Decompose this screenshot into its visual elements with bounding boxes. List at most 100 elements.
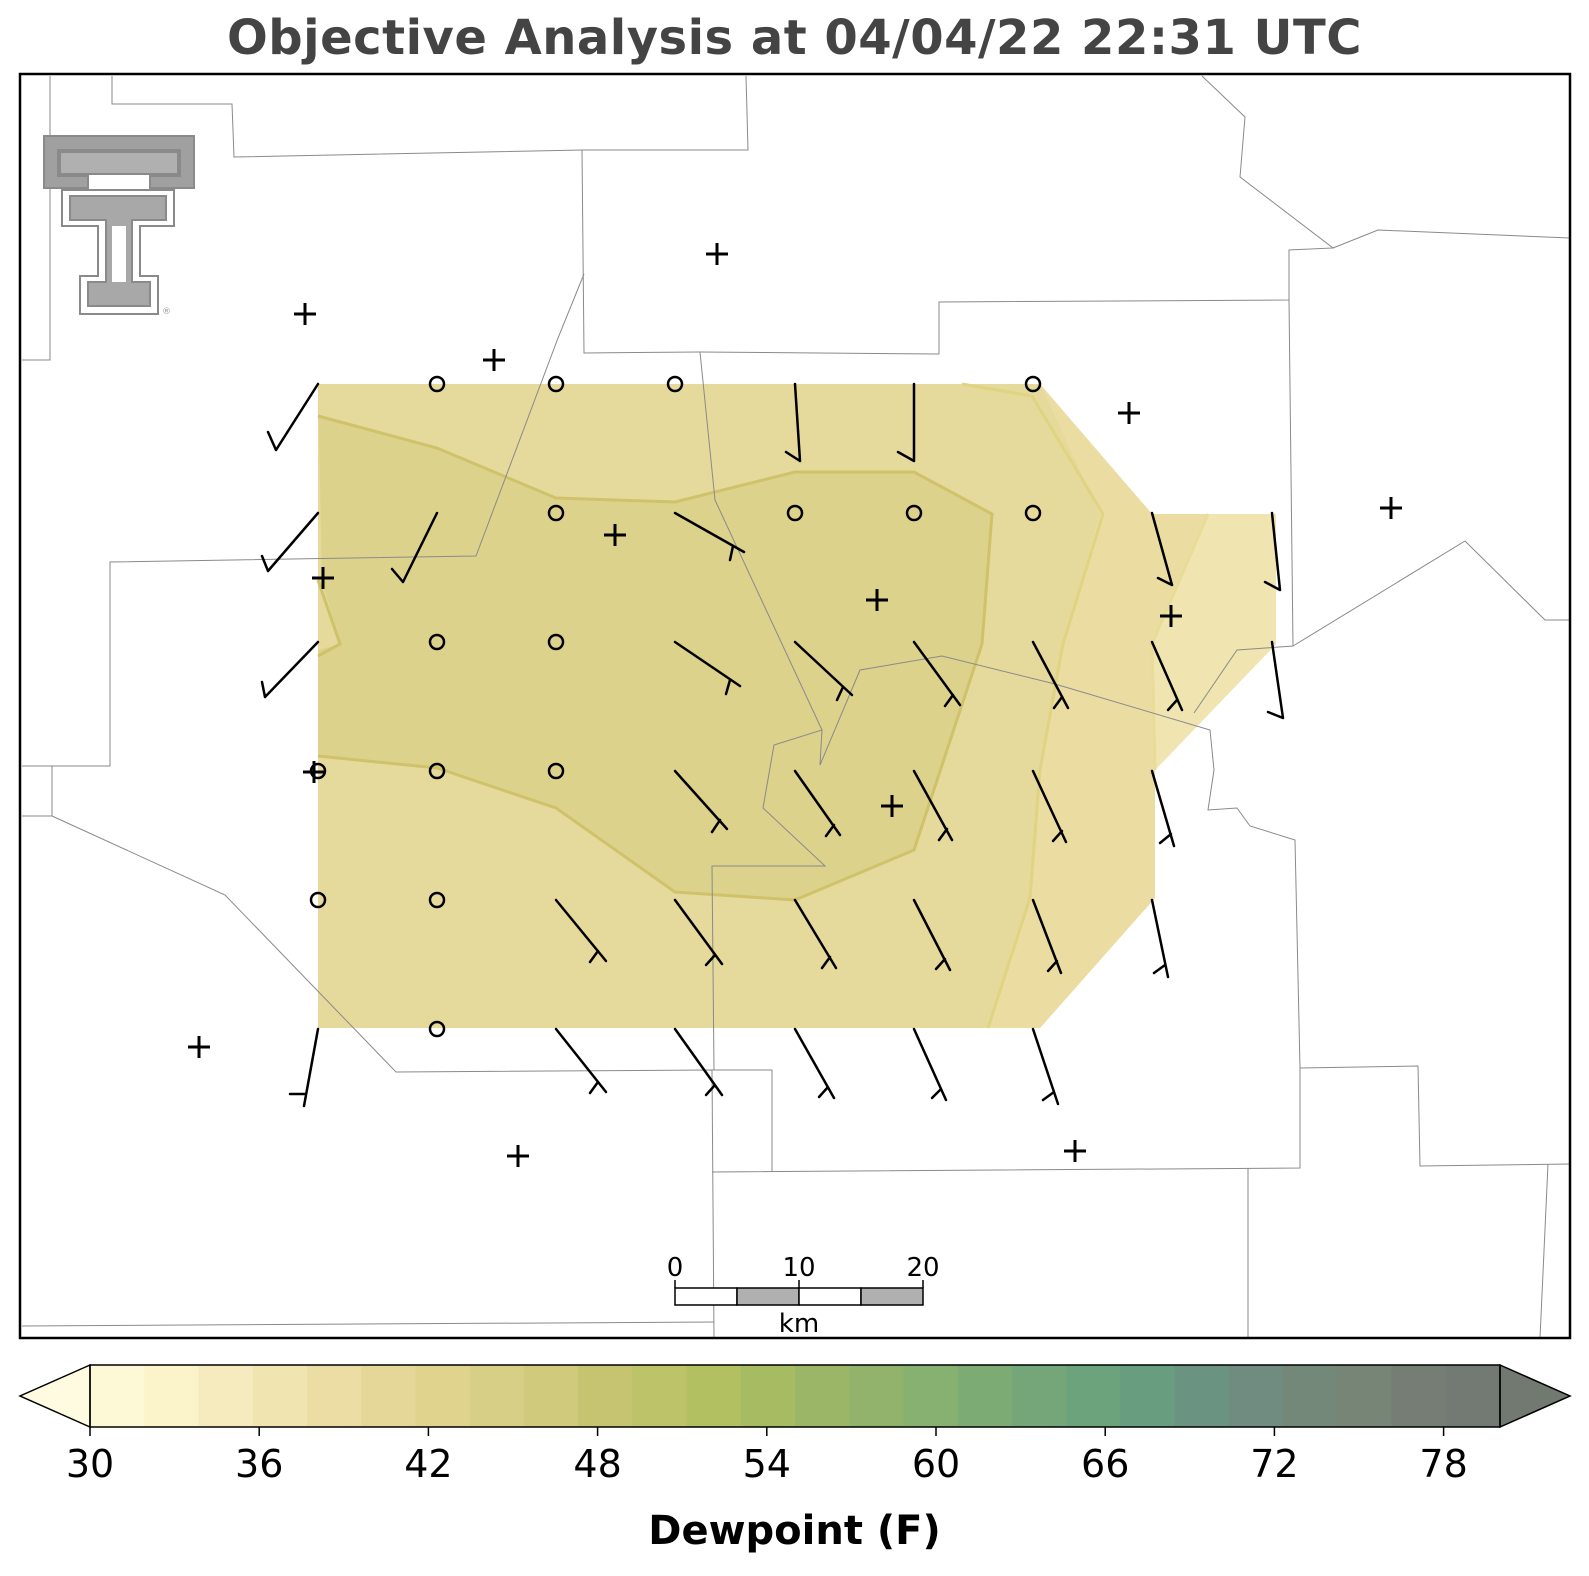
calm-circle	[547, 504, 565, 522]
colorbar-block	[849, 1365, 905, 1427]
wind-barb	[673, 898, 724, 967]
dewpoint-analysis	[316, 382, 1276, 1029]
colorbar-tick-label: 48	[573, 1442, 621, 1486]
calm-circle	[309, 762, 327, 780]
wind-barb	[1150, 898, 1170, 979]
colorbar-block	[957, 1365, 1013, 1427]
wind-barb	[673, 511, 746, 562]
wind-barb	[912, 640, 962, 708]
colorbar-block	[144, 1365, 200, 1427]
colorbar-tick-label: 42	[404, 1442, 452, 1486]
calm-markers	[309, 375, 1042, 1038]
dewpoint-fill-inner	[318, 384, 992, 900]
colorbar-block	[415, 1365, 471, 1427]
wind-barb	[673, 769, 729, 834]
calm-circle	[428, 762, 446, 780]
colorbar-block	[1174, 1365, 1230, 1427]
calm-circle	[786, 504, 804, 522]
station-plus	[1160, 605, 1182, 627]
colorbar-block	[1120, 1365, 1176, 1427]
colorbar-tick-label: 66	[1081, 1442, 1129, 1486]
station-markers	[188, 243, 1402, 1167]
wind-barb	[1031, 1027, 1060, 1106]
colorbar-tick-label: 60	[912, 1442, 960, 1486]
wind-barb	[1266, 640, 1285, 720]
wind-barb	[260, 640, 320, 699]
calm-circle	[666, 375, 684, 393]
wind-barb	[554, 898, 608, 964]
logo: ®	[43, 135, 195, 317]
calm-circle	[428, 891, 446, 909]
station-plus	[1064, 1140, 1086, 1162]
station-plus	[1380, 497, 1402, 519]
colorbar-tick-label: 54	[743, 1442, 791, 1486]
calm-circle	[309, 891, 327, 909]
wind-barb	[793, 640, 854, 702]
dewpoint-contour-42	[317, 414, 994, 902]
calm-circle	[547, 762, 565, 780]
station-plus	[881, 795, 903, 817]
wind-barb	[260, 511, 320, 573]
scale-label-0: 0	[667, 1253, 684, 1283]
colorbar-block	[1283, 1365, 1338, 1427]
station-plus	[706, 243, 728, 265]
map-border	[18, 72, 1572, 1340]
station-plus	[1118, 402, 1140, 424]
wind-barb	[673, 640, 742, 696]
colorbar-block	[1337, 1365, 1393, 1427]
dewpoint-fill-far-east	[1152, 514, 1276, 770]
colorbar-block	[1445, 1365, 1501, 1427]
logo-registered-mark: ®	[162, 307, 171, 317]
colorbar-block	[740, 1365, 796, 1427]
calm-circle	[905, 504, 923, 522]
map-title: Objective Analysis at 04/04/22 22:31 UTC	[227, 10, 1362, 66]
station-plus	[866, 589, 888, 611]
colorbar-tick-label: 30	[66, 1442, 114, 1486]
colorbar-tick-label: 72	[1250, 1442, 1298, 1486]
station-plus	[507, 1145, 529, 1167]
colorbar-block	[90, 1365, 145, 1427]
dewpoint-contour-42-west	[316, 579, 342, 658]
calm-circle	[547, 633, 565, 651]
colorbar-blocks	[90, 1365, 1501, 1427]
calm-circle	[1024, 375, 1042, 393]
station-plus	[188, 1036, 210, 1058]
colorbar-outline	[89, 1364, 1501, 1428]
wind-barb	[673, 1027, 724, 1097]
wind-barb	[1031, 640, 1070, 710]
scale-bar: 0 10 20 km	[667, 1253, 940, 1339]
colorbar-over-arrow	[1499, 1363, 1572, 1429]
wind-barb	[793, 898, 838, 970]
wind-barb	[912, 898, 952, 972]
colorbar-block	[632, 1365, 688, 1427]
station-plus	[312, 567, 334, 589]
colorbar-label: Dewpoint (F)	[648, 1508, 941, 1554]
scale-seg-1	[674, 1287, 738, 1306]
colorbar-block	[903, 1365, 959, 1427]
wind-barb	[1031, 898, 1063, 975]
wind-barb	[784, 382, 802, 463]
colorbar-block	[578, 1365, 633, 1427]
colorbar-block	[1011, 1365, 1067, 1427]
wind-barb	[896, 382, 916, 463]
colorbar-tick-label: 36	[235, 1442, 283, 1486]
scale-label-20: 20	[906, 1253, 939, 1283]
colorbar-tick-label: 78	[1419, 1442, 1467, 1486]
colorbar-block	[1391, 1365, 1447, 1427]
wind-barb	[1031, 769, 1068, 844]
calm-circle	[1024, 504, 1042, 522]
calm-circle	[428, 633, 446, 651]
colorbar-block	[306, 1365, 362, 1427]
scale-unit: km	[779, 1309, 819, 1339]
wind-barbs	[260, 382, 1285, 1108]
colorbar-ticks: 30 36 42 48 54 60 66 72 78	[66, 1427, 1468, 1486]
scale-seg-4	[860, 1287, 924, 1306]
scale-label-10: 10	[782, 1253, 815, 1283]
calm-circle	[547, 375, 565, 393]
colorbar-block	[686, 1365, 742, 1427]
colorbar-block	[198, 1365, 254, 1427]
station-plus	[483, 349, 505, 371]
scale-seg-3	[798, 1287, 862, 1306]
colorbar-block	[361, 1365, 416, 1427]
wind-barb	[1150, 769, 1176, 848]
